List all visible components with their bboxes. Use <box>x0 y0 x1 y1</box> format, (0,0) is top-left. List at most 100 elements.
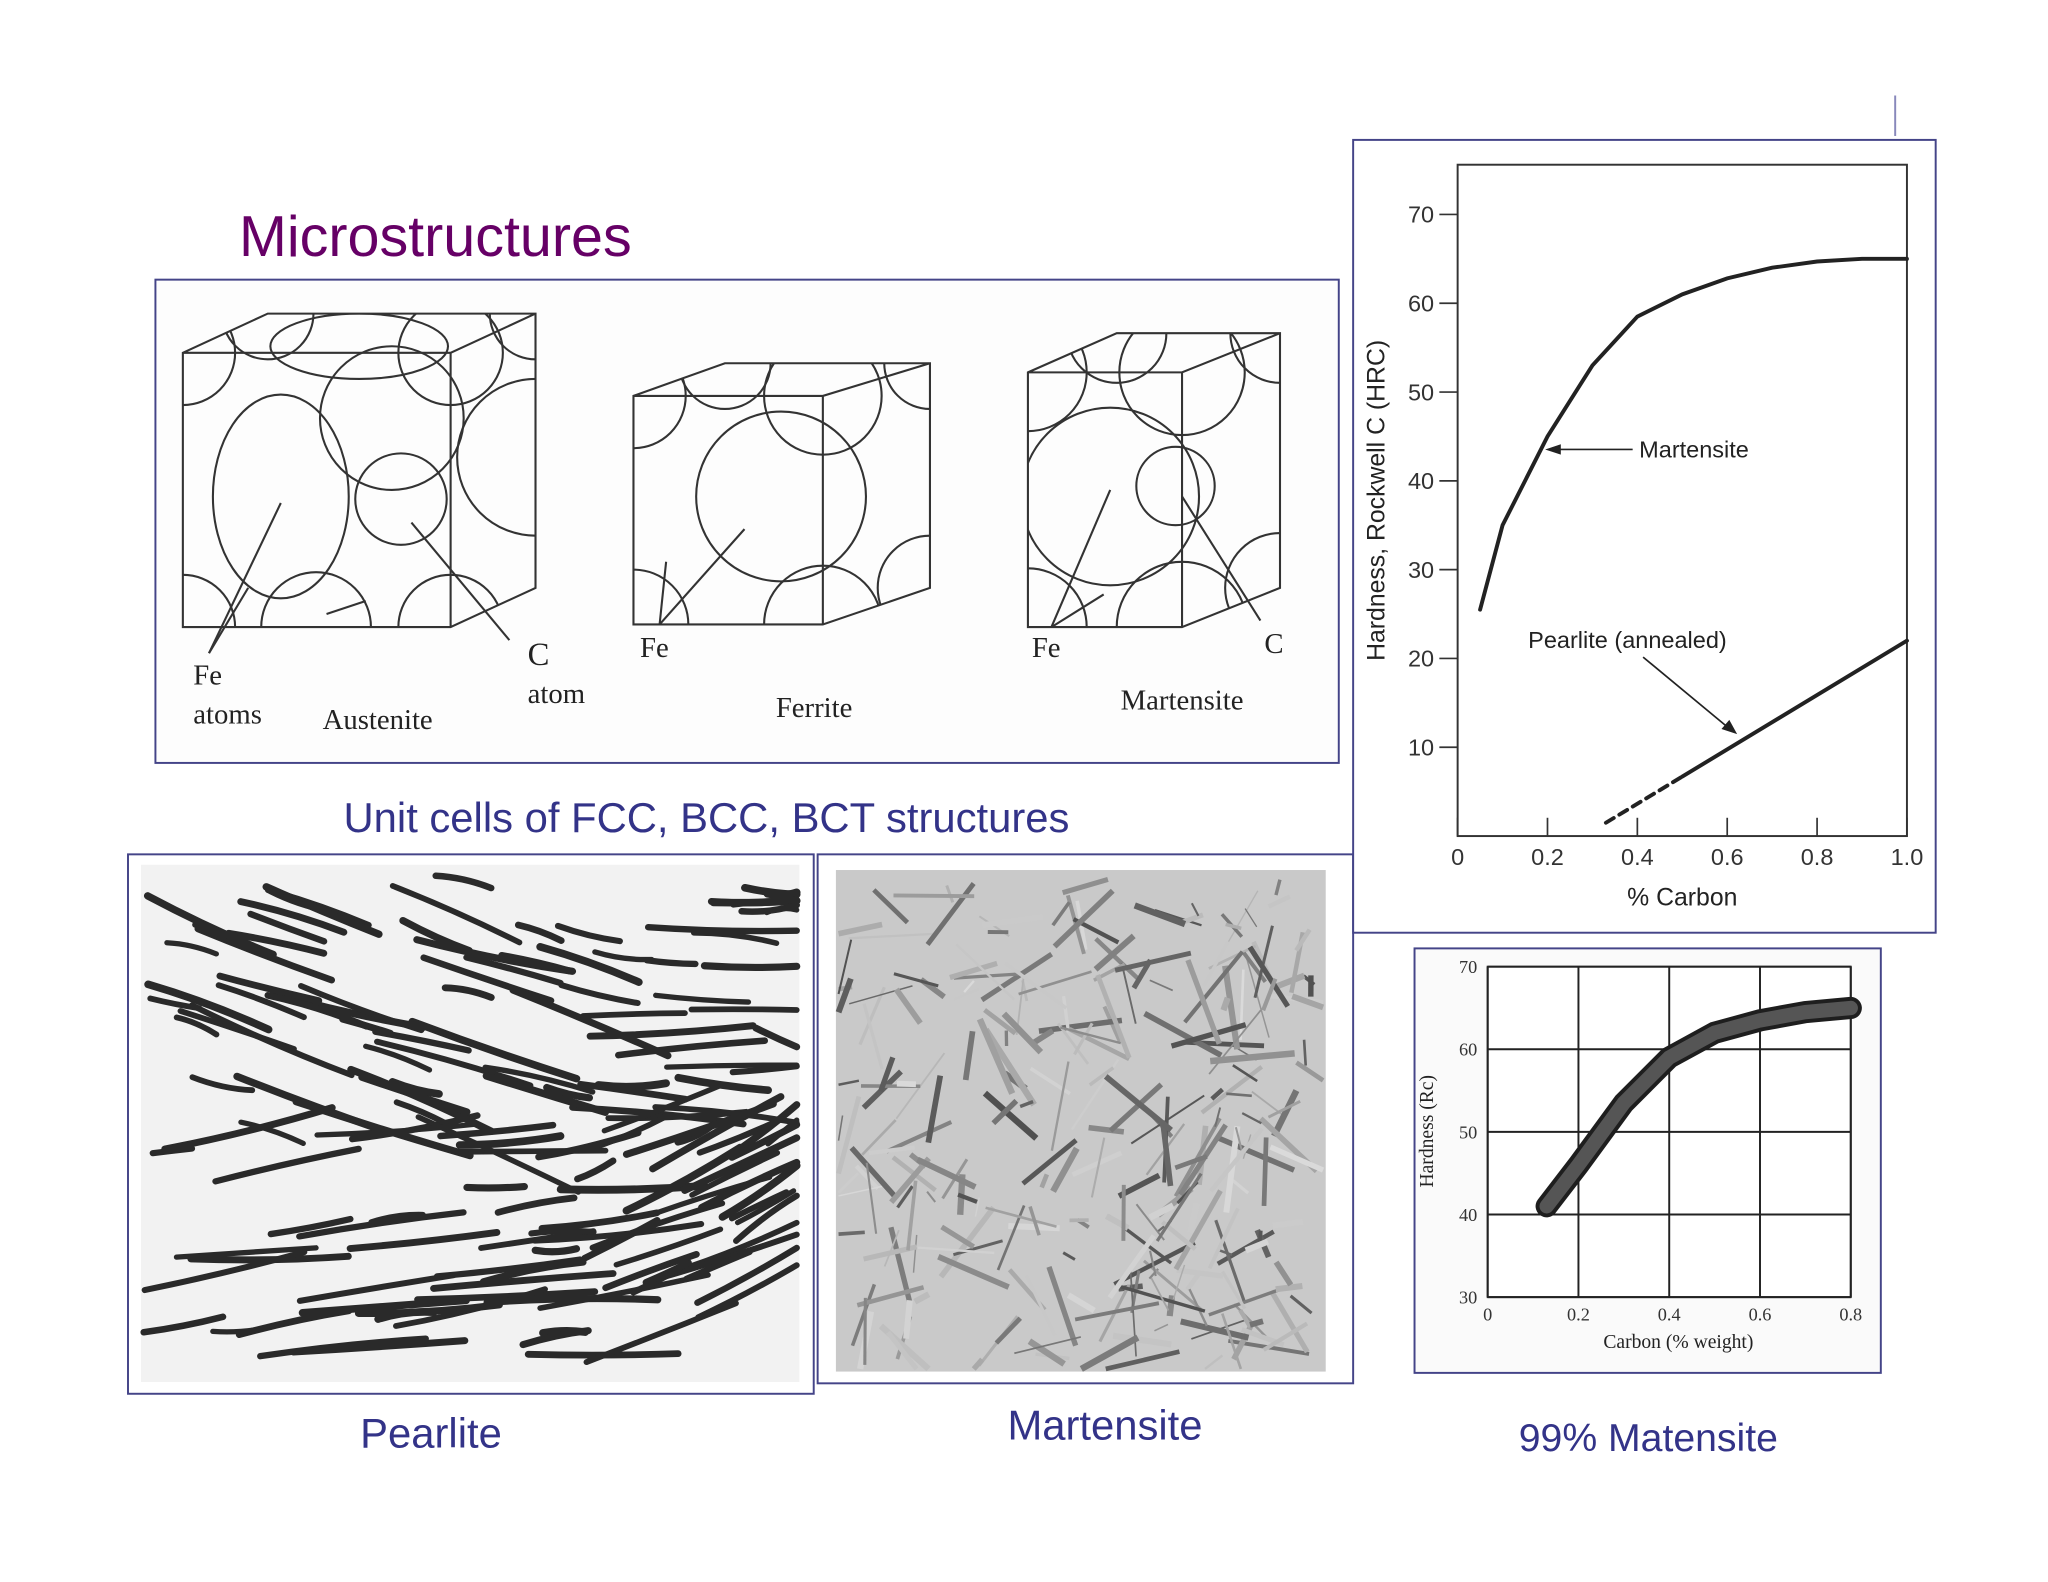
needle <box>903 1300 913 1339</box>
lamella <box>445 988 491 998</box>
needle <box>983 1027 1037 1107</box>
needle <box>1244 1238 1270 1254</box>
x-axis-label: Carbon (% weight) <box>1603 1332 1753 1353</box>
data-line-fill <box>1539 1000 1858 1214</box>
needle <box>856 1285 925 1308</box>
needle <box>974 1197 980 1217</box>
needle <box>983 1008 1017 1036</box>
lamella <box>299 1212 463 1236</box>
needle <box>838 1230 865 1236</box>
needle <box>971 1357 985 1371</box>
needle <box>1302 1039 1308 1066</box>
needle <box>885 1120 953 1154</box>
needle <box>1071 1150 1123 1178</box>
needle <box>883 1229 900 1267</box>
lamella <box>686 1252 749 1279</box>
x-tick-label: 0.8 <box>1801 844 1834 870</box>
lamella <box>237 1076 380 1129</box>
lamella <box>648 927 797 931</box>
needle <box>1103 1074 1173 1133</box>
needle <box>1130 1094 1205 1145</box>
lamella <box>220 976 319 1001</box>
lamella <box>148 896 274 955</box>
needle <box>886 1330 919 1371</box>
lamella <box>153 1149 192 1154</box>
needle <box>1095 974 1132 1059</box>
cell-label: Ferrite <box>776 692 853 724</box>
needle <box>889 1156 931 1204</box>
needle <box>1155 1172 1203 1242</box>
needle <box>1291 993 1325 1011</box>
needle <box>1267 1100 1301 1119</box>
needle <box>917 1246 995 1255</box>
lamella <box>539 1133 638 1157</box>
needle <box>1185 1273 1201 1292</box>
needle <box>872 888 910 925</box>
lamella <box>192 1005 352 1075</box>
lamella <box>768 1120 797 1144</box>
lamella <box>260 1339 426 1356</box>
cell-label: C <box>1264 628 1283 660</box>
needle <box>1090 1137 1106 1198</box>
needle <box>1295 1060 1325 1083</box>
caption: Unit cells of FCC, BCC, BCT structures <box>344 794 1070 841</box>
needle <box>1066 1292 1096 1314</box>
lamella <box>177 1017 217 1034</box>
lamella <box>397 1102 446 1123</box>
lamella <box>241 1122 303 1143</box>
needle <box>1052 888 1115 949</box>
needle <box>1051 901 1071 927</box>
lamella <box>300 1275 454 1301</box>
lamella <box>417 940 573 972</box>
data-line <box>1478 256 1909 612</box>
y-tick-label: 70 <box>1459 957 1477 977</box>
needle <box>1202 940 1230 987</box>
needle <box>835 977 854 1014</box>
needle <box>1112 1332 1172 1348</box>
data-line <box>1603 774 1685 825</box>
needle <box>1225 922 1242 931</box>
bcc-cube <box>632 362 932 626</box>
needle <box>1190 902 1200 917</box>
lamella <box>702 1162 797 1207</box>
needle <box>1170 1022 1247 1049</box>
needle <box>1108 1082 1164 1133</box>
lamella <box>165 1108 332 1149</box>
y-tick-label: 70 <box>1408 202 1434 228</box>
needle <box>1166 1295 1176 1317</box>
needle <box>1174 1154 1208 1170</box>
lamella <box>456 1151 606 1152</box>
cell-label: Martensite <box>1121 684 1244 716</box>
lamella <box>487 1299 658 1303</box>
lamella <box>440 1125 553 1136</box>
needle <box>1204 1354 1224 1370</box>
needle <box>1272 972 1306 991</box>
y-tick-label: 40 <box>1408 468 1434 494</box>
needle <box>1220 996 1231 1012</box>
needle <box>1135 1203 1165 1241</box>
lamella <box>271 1219 351 1234</box>
needle <box>940 1224 975 1249</box>
y-tick-label: 30 <box>1459 1288 1477 1308</box>
lamella <box>581 1084 686 1099</box>
lamella <box>627 1148 741 1211</box>
plot-frame <box>1456 163 1908 838</box>
lamella <box>483 1262 583 1281</box>
needle <box>1267 894 1291 909</box>
needle <box>861 1119 897 1156</box>
needle <box>1209 1050 1295 1065</box>
needle <box>1294 928 1312 952</box>
lamella <box>577 1161 613 1179</box>
slide-title: Microstructures <box>239 205 632 269</box>
annotations: Martensite Pearlite (annealed) <box>1528 436 1749 735</box>
needle <box>1107 1234 1156 1300</box>
needle <box>963 980 975 993</box>
needle <box>981 914 1044 928</box>
needle <box>1050 1146 1080 1193</box>
lamella <box>590 1026 753 1036</box>
lamella <box>436 876 491 888</box>
needle <box>1226 1092 1252 1098</box>
needle <box>1148 1202 1175 1221</box>
needle <box>1214 1107 1222 1127</box>
